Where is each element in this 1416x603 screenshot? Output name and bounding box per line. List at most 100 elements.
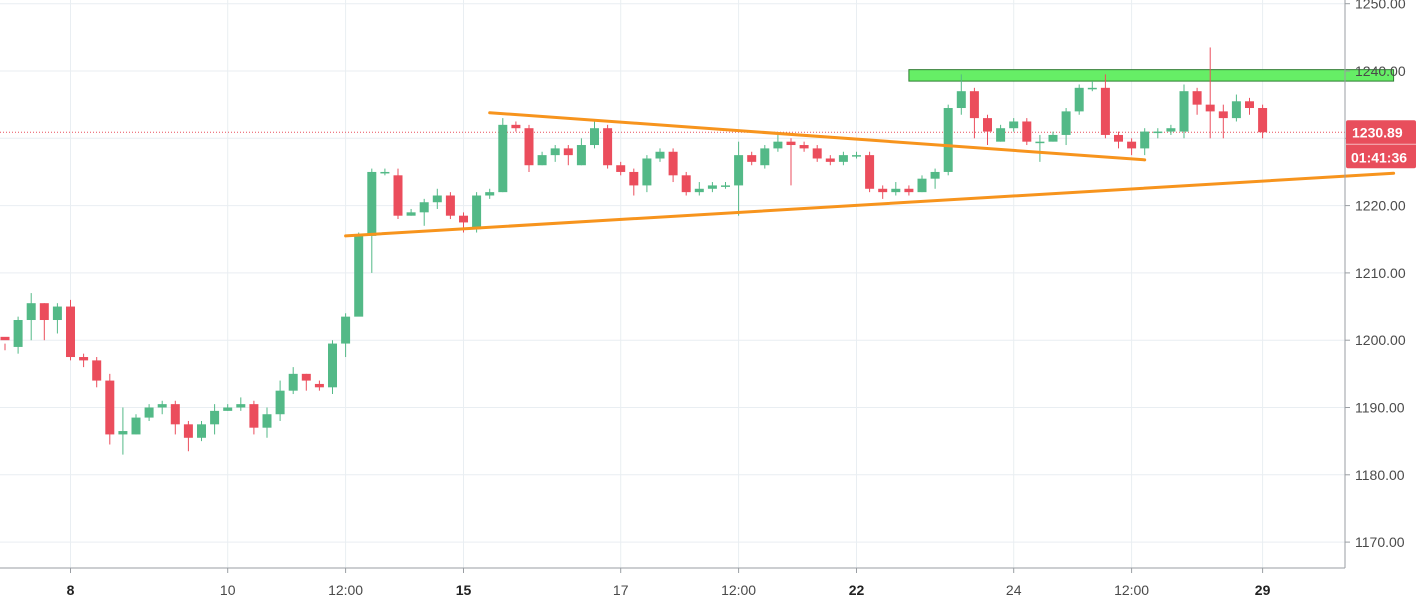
candle — [1074, 84, 1084, 115]
y-tick-label: 1190.00 — [1355, 400, 1405, 416]
candle-body — [1074, 87, 1084, 112]
candle-body — [511, 124, 521, 129]
candle — [406, 208, 416, 216]
candle — [183, 420, 193, 452]
candle-body — [1166, 128, 1176, 132]
candle — [1061, 108, 1071, 146]
x-tick-label: 24 — [1006, 582, 1022, 598]
candle-body — [786, 141, 796, 146]
candle — [52, 303, 62, 334]
candle — [236, 397, 246, 411]
candle-body — [878, 188, 888, 193]
candle-body — [747, 155, 757, 162]
y-tick-label: 1180.00 — [1355, 467, 1405, 483]
candle-body — [170, 404, 180, 425]
candle — [707, 182, 717, 193]
candle-body — [288, 373, 298, 391]
candle — [747, 151, 757, 166]
candle — [301, 373, 311, 391]
candle — [930, 168, 940, 189]
candle-body — [655, 151, 665, 159]
candle — [537, 151, 547, 166]
candle — [668, 148, 678, 183]
candle-body — [393, 175, 403, 216]
candle-body — [445, 195, 455, 216]
candle — [616, 161, 626, 176]
candle-body — [131, 417, 141, 435]
candle-body — [616, 165, 626, 172]
candle — [262, 407, 272, 438]
candle-body — [301, 373, 311, 381]
candle-body — [328, 343, 337, 388]
x-tick-label: 22 — [849, 582, 865, 598]
candle — [969, 87, 979, 139]
candle — [983, 114, 992, 146]
candle-body — [144, 407, 154, 418]
candle — [878, 185, 888, 199]
x-tick-label: 12:00 — [328, 582, 363, 598]
candle-body — [760, 148, 770, 166]
candle-body — [183, 424, 193, 438]
axes — [0, 0, 1350, 573]
candle-body — [930, 171, 940, 179]
candle-body — [13, 320, 23, 347]
candle-body — [983, 118, 992, 132]
candle-body — [1048, 134, 1058, 142]
drawings-layer — [0, 69, 1395, 133]
candle-body — [1245, 101, 1254, 109]
candle-body — [472, 195, 482, 230]
candle — [26, 293, 36, 341]
candle — [328, 340, 337, 395]
candle — [1245, 97, 1254, 115]
candle-body — [642, 158, 652, 186]
candle — [838, 151, 848, 166]
candle-body — [367, 171, 377, 236]
candle — [380, 168, 390, 176]
candle — [445, 192, 455, 220]
candle-body — [1205, 104, 1215, 112]
candle — [642, 155, 652, 193]
candle-body — [1022, 121, 1032, 142]
candle — [524, 124, 534, 172]
candle-body — [432, 195, 442, 203]
candle — [79, 353, 89, 368]
candle — [0, 336, 10, 351]
candle-body — [590, 128, 599, 146]
candle-body — [39, 303, 49, 321]
candle-body — [52, 306, 62, 321]
x-tick-label: 12:00 — [721, 582, 756, 598]
candle — [157, 400, 167, 415]
candle-body — [1100, 87, 1110, 135]
candle-body — [406, 212, 416, 216]
candle — [131, 414, 141, 435]
candle — [367, 168, 377, 273]
candle-body — [459, 215, 468, 223]
candle — [721, 182, 730, 189]
y-tick-label: 1200.00 — [1355, 332, 1406, 348]
candle-body — [1153, 131, 1163, 134]
candle-body — [157, 404, 167, 408]
candle-body — [223, 407, 233, 411]
y-tick-label: 1220.00 — [1355, 198, 1406, 214]
candle — [275, 380, 285, 421]
candle-body — [943, 108, 953, 172]
candle — [432, 188, 442, 209]
candle — [1035, 134, 1045, 162]
candle — [956, 74, 966, 115]
candle — [1048, 131, 1058, 142]
candle-body — [812, 148, 822, 159]
candle-body — [92, 360, 102, 381]
candle-body — [236, 404, 246, 408]
candle — [1009, 118, 1019, 132]
candle-body — [485, 192, 495, 196]
candle-body — [26, 303, 36, 321]
candle — [170, 400, 180, 435]
candle — [865, 151, 875, 193]
candle — [223, 404, 233, 411]
candle-body — [380, 171, 390, 174]
candle — [760, 145, 770, 169]
candle-body — [1127, 141, 1137, 149]
candle-body — [197, 424, 206, 438]
candle-body — [707, 185, 717, 189]
